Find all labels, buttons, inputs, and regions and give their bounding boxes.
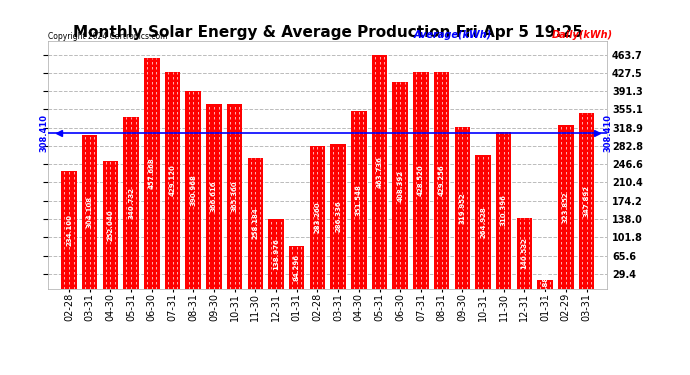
Text: 428.520: 428.520	[418, 165, 424, 196]
Title: Monthly Solar Energy & Average Production Fri Apr 5 19:25: Monthly Solar Energy & Average Productio…	[72, 25, 583, 40]
Text: Copyright 2024 Cartronics.com: Copyright 2024 Cartronics.com	[48, 32, 168, 41]
Text: 308.410: 308.410	[603, 114, 612, 152]
Bar	[413, 72, 428, 289]
Bar	[455, 127, 470, 289]
Text: 390.968: 390.968	[190, 174, 196, 206]
Bar	[434, 72, 449, 289]
Bar	[393, 82, 408, 289]
Text: 340.732: 340.732	[128, 187, 134, 219]
Text: 308.410: 308.410	[39, 114, 49, 152]
Bar	[206, 104, 221, 289]
Text: 323.852: 323.852	[563, 191, 569, 223]
Text: 140.532: 140.532	[522, 237, 527, 269]
Bar	[61, 171, 77, 289]
Bar	[186, 91, 201, 289]
Bar	[579, 113, 594, 289]
Text: 319.952: 319.952	[460, 192, 465, 224]
Bar	[475, 155, 491, 289]
Bar	[124, 117, 139, 289]
Bar	[268, 219, 284, 289]
Bar	[144, 58, 159, 289]
Bar	[103, 162, 118, 289]
Text: 304.108: 304.108	[87, 196, 92, 228]
Text: 429.120: 429.120	[170, 165, 175, 196]
Text: 234.100: 234.100	[66, 214, 72, 246]
Bar	[310, 146, 325, 289]
Bar	[82, 135, 97, 289]
Text: 463.736: 463.736	[377, 156, 382, 188]
Text: 84.296: 84.296	[294, 254, 299, 281]
Bar	[351, 111, 366, 289]
Bar	[248, 158, 263, 289]
Bar	[558, 125, 573, 289]
Text: 252.040: 252.040	[108, 209, 113, 241]
Text: 138.976: 138.976	[273, 238, 279, 270]
Text: 365.360: 365.360	[232, 181, 237, 212]
Text: 351.548: 351.548	[356, 184, 362, 216]
Bar	[538, 280, 553, 289]
Bar	[331, 144, 346, 289]
Bar	[517, 218, 532, 289]
Text: Daily(kWh): Daily(kWh)	[552, 30, 613, 40]
Bar	[496, 132, 511, 289]
Text: 310.396: 310.396	[501, 194, 506, 226]
Bar	[165, 72, 180, 289]
Text: 17.888: 17.888	[542, 271, 548, 298]
Text: 347.892: 347.892	[584, 185, 589, 217]
Text: 286.336: 286.336	[335, 201, 341, 232]
Text: Average(kWh): Average(kWh)	[414, 30, 492, 40]
Text: 457.668: 457.668	[149, 157, 155, 189]
Text: 283.260: 283.260	[315, 201, 320, 233]
Text: 429.256: 429.256	[439, 165, 444, 196]
Bar	[289, 246, 304, 289]
Text: 366.616: 366.616	[211, 180, 217, 212]
Bar	[227, 104, 242, 289]
Bar	[372, 54, 387, 289]
Text: 264.928: 264.928	[480, 206, 486, 238]
Text: 408.392: 408.392	[397, 170, 403, 202]
Text: 258.184: 258.184	[253, 208, 258, 240]
